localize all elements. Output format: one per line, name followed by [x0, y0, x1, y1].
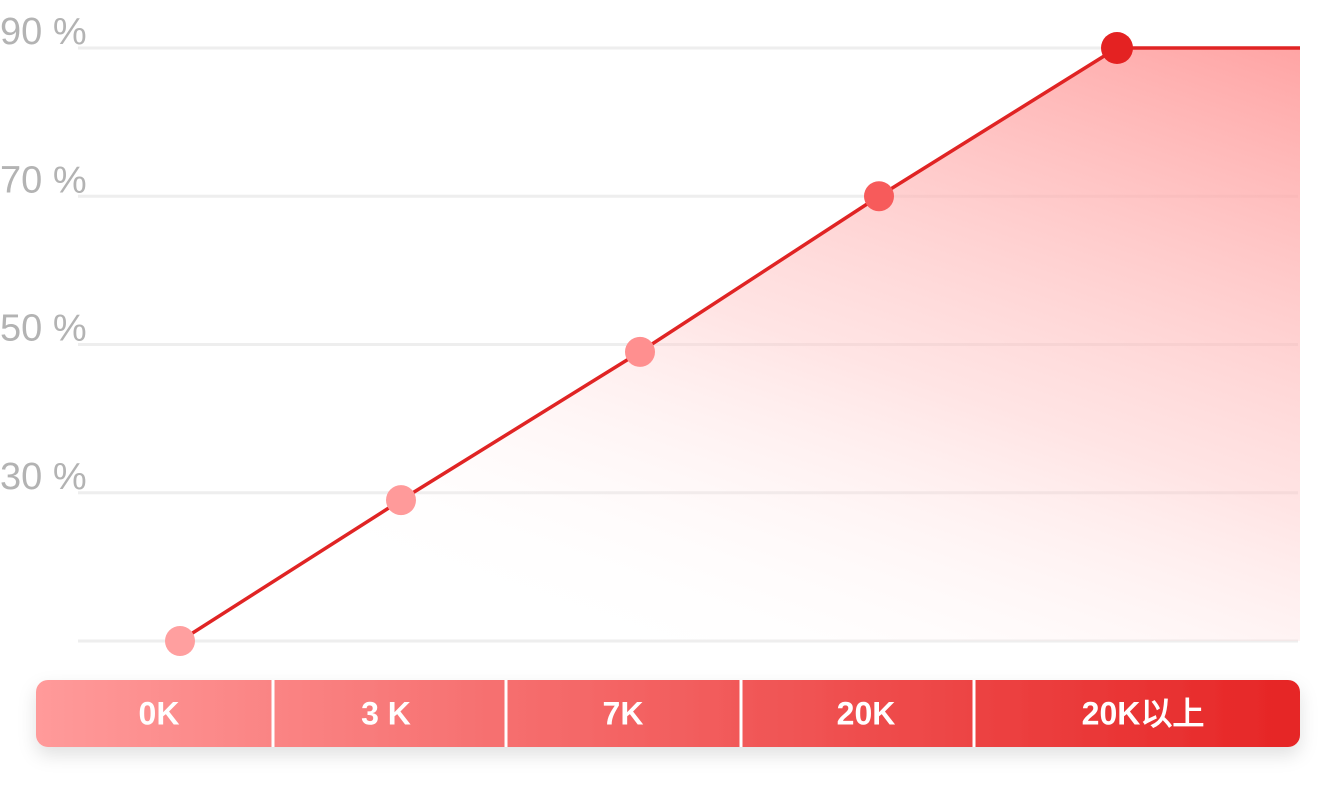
x-category-label: 0K — [139, 696, 180, 732]
data-point — [165, 626, 195, 656]
x-category-label: 7K — [603, 696, 644, 732]
data-points — [165, 32, 1133, 656]
y-tick-label: 30 % — [0, 456, 87, 498]
x-category-label: 20K — [837, 696, 896, 732]
data-point — [625, 336, 655, 367]
x-category-band: 0K 3 K 7K 20K 20K以上 — [36, 680, 1300, 747]
y-tick-label: 50 % — [0, 308, 87, 350]
data-point — [864, 181, 894, 212]
x-category-label: 3 K — [361, 696, 411, 732]
y-tick-label: 70 % — [0, 159, 87, 201]
y-axis-ticks: 90 % 70 % 50 % 30 % — [0, 11, 87, 498]
data-point — [1101, 32, 1133, 64]
y-tick-label: 90 % — [0, 11, 87, 53]
data-point — [386, 485, 416, 516]
x-category-label: 20K以上 — [1082, 696, 1205, 732]
category-band-background — [36, 680, 1300, 747]
area-fill — [180, 48, 1300, 641]
series-line — [179, 46, 1300, 643]
